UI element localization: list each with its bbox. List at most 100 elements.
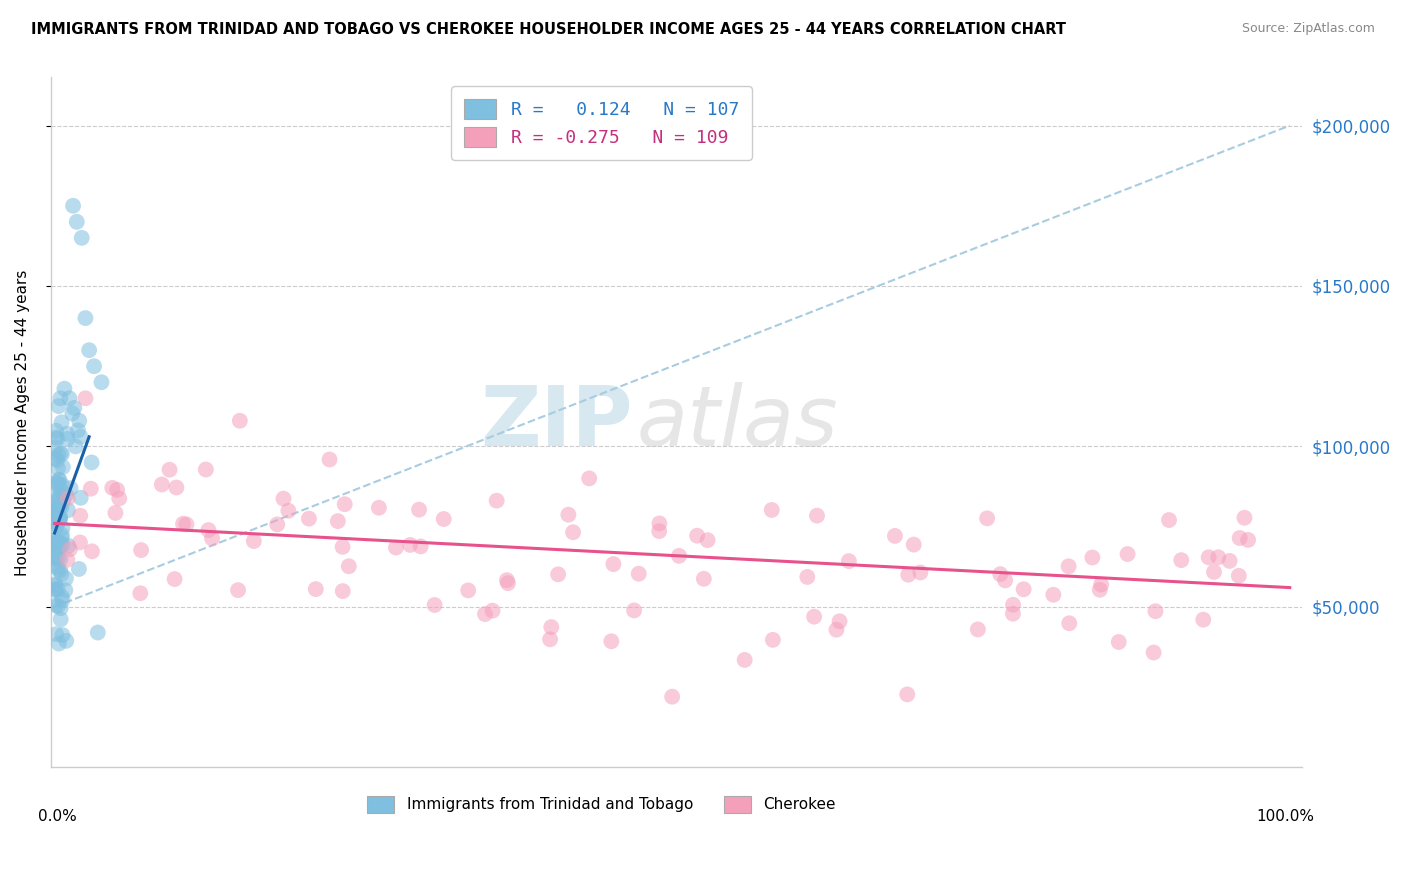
Point xyxy=(80,455,103,469)
Point xyxy=(686,529,709,543)
Point xyxy=(51,538,73,552)
Point xyxy=(1229,531,1251,545)
Point xyxy=(52,493,75,508)
Point xyxy=(1090,577,1112,591)
Point xyxy=(77,343,100,358)
Point xyxy=(46,432,69,446)
Point xyxy=(83,359,105,374)
Point xyxy=(45,515,67,529)
Point xyxy=(46,535,69,549)
Point xyxy=(600,634,623,648)
Point xyxy=(56,503,79,517)
Point xyxy=(1057,559,1080,574)
Point xyxy=(897,567,920,582)
Point xyxy=(44,451,66,466)
Point xyxy=(1116,547,1139,561)
Point xyxy=(46,599,69,613)
Point xyxy=(65,439,87,453)
Point xyxy=(496,576,519,591)
Point xyxy=(49,392,72,406)
Point xyxy=(48,492,70,507)
Point xyxy=(51,415,73,429)
Point xyxy=(51,500,73,515)
Point xyxy=(1012,582,1035,597)
Point xyxy=(46,539,69,553)
Point xyxy=(58,392,80,406)
Point xyxy=(409,540,432,554)
Point xyxy=(557,508,579,522)
Point xyxy=(48,541,70,556)
Point xyxy=(66,423,89,437)
Point xyxy=(46,562,69,576)
Point xyxy=(825,623,848,637)
Point xyxy=(485,493,508,508)
Point xyxy=(1001,607,1024,621)
Point xyxy=(60,407,83,421)
Point xyxy=(44,582,66,597)
Point xyxy=(48,399,70,413)
Point xyxy=(55,487,77,501)
Point xyxy=(668,549,690,563)
Point xyxy=(197,523,219,537)
Point xyxy=(277,504,299,518)
Point xyxy=(201,532,224,546)
Point xyxy=(51,528,73,542)
Point xyxy=(1227,569,1250,583)
Point xyxy=(602,557,624,571)
Point xyxy=(48,473,70,487)
Point xyxy=(988,567,1011,582)
Point xyxy=(481,604,503,618)
Point xyxy=(966,623,988,637)
Point xyxy=(226,583,249,598)
Point xyxy=(661,690,683,704)
Point xyxy=(46,551,69,566)
Point xyxy=(1192,613,1215,627)
Point xyxy=(696,533,718,548)
Point xyxy=(69,430,91,444)
Point xyxy=(49,446,72,460)
Point xyxy=(67,562,90,576)
Point xyxy=(45,535,67,549)
Point xyxy=(46,476,69,491)
Point xyxy=(838,554,860,568)
Point xyxy=(806,508,828,523)
Point xyxy=(45,533,67,548)
Point xyxy=(496,573,519,587)
Point xyxy=(80,544,103,558)
Point xyxy=(1170,553,1192,567)
Point xyxy=(45,513,67,527)
Point xyxy=(51,628,73,642)
Point xyxy=(44,577,66,591)
Point xyxy=(884,529,907,543)
Point xyxy=(1108,635,1130,649)
Point xyxy=(648,516,671,531)
Point xyxy=(48,498,70,512)
Point xyxy=(367,500,389,515)
Text: atlas: atlas xyxy=(637,382,838,463)
Point xyxy=(53,583,76,598)
Point xyxy=(578,471,600,485)
Point xyxy=(163,572,186,586)
Point xyxy=(45,582,67,597)
Point xyxy=(1237,533,1260,547)
Point xyxy=(46,475,69,490)
Point xyxy=(433,512,456,526)
Point xyxy=(48,637,70,651)
Point xyxy=(45,503,67,517)
Point xyxy=(243,534,266,549)
Point xyxy=(45,440,67,454)
Point xyxy=(326,514,349,528)
Point xyxy=(45,550,67,565)
Point xyxy=(45,424,67,438)
Point xyxy=(332,584,354,599)
Point xyxy=(46,510,69,524)
Point xyxy=(56,426,79,441)
Point xyxy=(46,448,69,462)
Point xyxy=(67,414,90,428)
Point xyxy=(333,497,356,511)
Point xyxy=(44,544,66,558)
Point xyxy=(176,517,198,532)
Point xyxy=(48,501,70,516)
Point xyxy=(90,376,112,390)
Point xyxy=(1142,646,1164,660)
